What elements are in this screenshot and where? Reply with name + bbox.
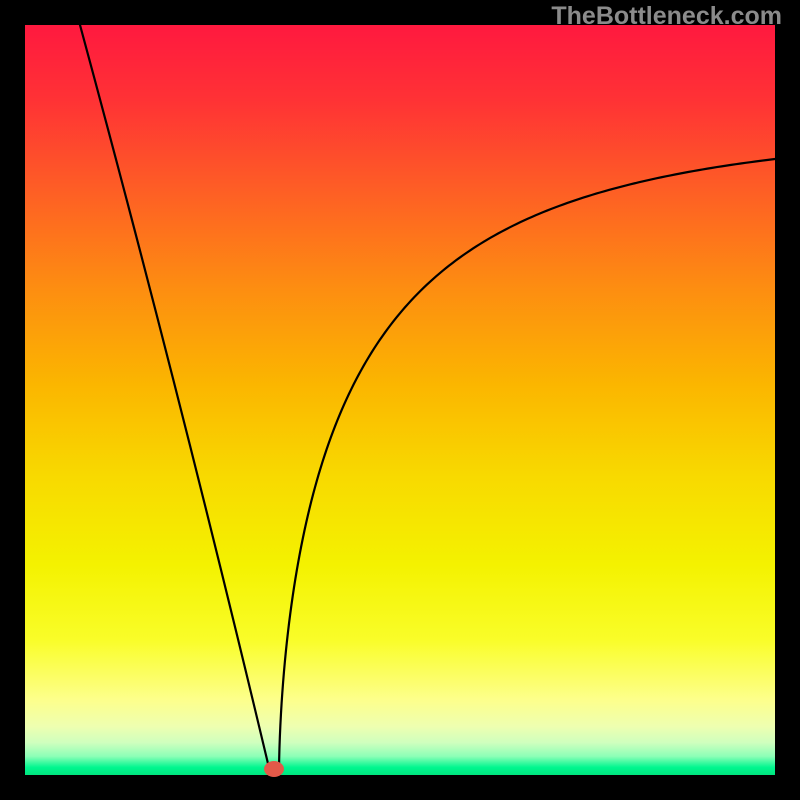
curve-right-branch	[279, 159, 775, 772]
curve-svg	[25, 25, 775, 775]
valley-marker	[264, 761, 284, 777]
curve-left-branch	[80, 25, 270, 772]
chart-stage: TheBottleneck.com	[0, 0, 800, 800]
watermark-text: TheBottleneck.com	[551, 2, 782, 31]
plot-area	[25, 25, 775, 775]
